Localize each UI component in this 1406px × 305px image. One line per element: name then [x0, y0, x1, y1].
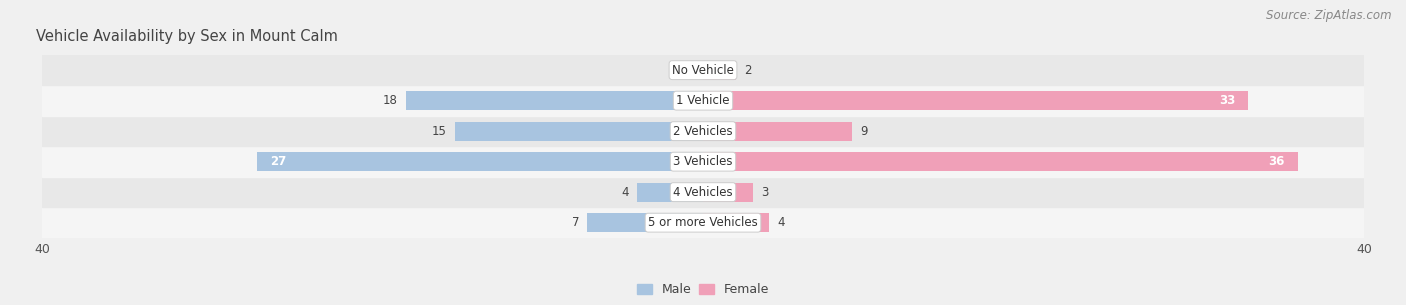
Bar [637, 183, 703, 202]
Text: 3: 3 [761, 186, 768, 199]
Text: No Vehicle: No Vehicle [672, 64, 734, 77]
Bar [42, 177, 1364, 207]
Text: 9: 9 [860, 125, 868, 138]
Text: 15: 15 [432, 125, 447, 138]
Bar [703, 183, 752, 202]
Text: 18: 18 [382, 94, 398, 107]
Text: 1 Vehicle: 1 Vehicle [676, 94, 730, 107]
Legend: Male, Female: Male, Female [631, 278, 775, 301]
Bar [405, 91, 703, 110]
Text: Source: ZipAtlas.com: Source: ZipAtlas.com [1267, 9, 1392, 22]
Bar [588, 213, 703, 232]
Text: 2: 2 [744, 64, 752, 77]
Bar [703, 91, 1249, 110]
Text: 4: 4 [621, 186, 628, 199]
Text: 33: 33 [1219, 94, 1234, 107]
Bar [703, 61, 737, 80]
Text: 36: 36 [1268, 155, 1285, 168]
Text: 3 Vehicles: 3 Vehicles [673, 155, 733, 168]
Bar [456, 122, 703, 141]
Bar [42, 55, 1364, 85]
Bar [42, 207, 1364, 238]
Text: 4 Vehicles: 4 Vehicles [673, 186, 733, 199]
Bar [703, 152, 1298, 171]
Text: 7: 7 [572, 216, 579, 229]
Bar [703, 213, 769, 232]
Bar [42, 146, 1364, 177]
Bar [42, 116, 1364, 146]
Text: 27: 27 [270, 155, 287, 168]
Bar [257, 152, 703, 171]
Text: 0: 0 [682, 64, 690, 77]
Text: Vehicle Availability by Sex in Mount Calm: Vehicle Availability by Sex in Mount Cal… [35, 29, 337, 44]
Text: 5 or more Vehicles: 5 or more Vehicles [648, 216, 758, 229]
Text: 4: 4 [778, 216, 785, 229]
Bar [703, 122, 852, 141]
Bar [42, 85, 1364, 116]
Text: 2 Vehicles: 2 Vehicles [673, 125, 733, 138]
